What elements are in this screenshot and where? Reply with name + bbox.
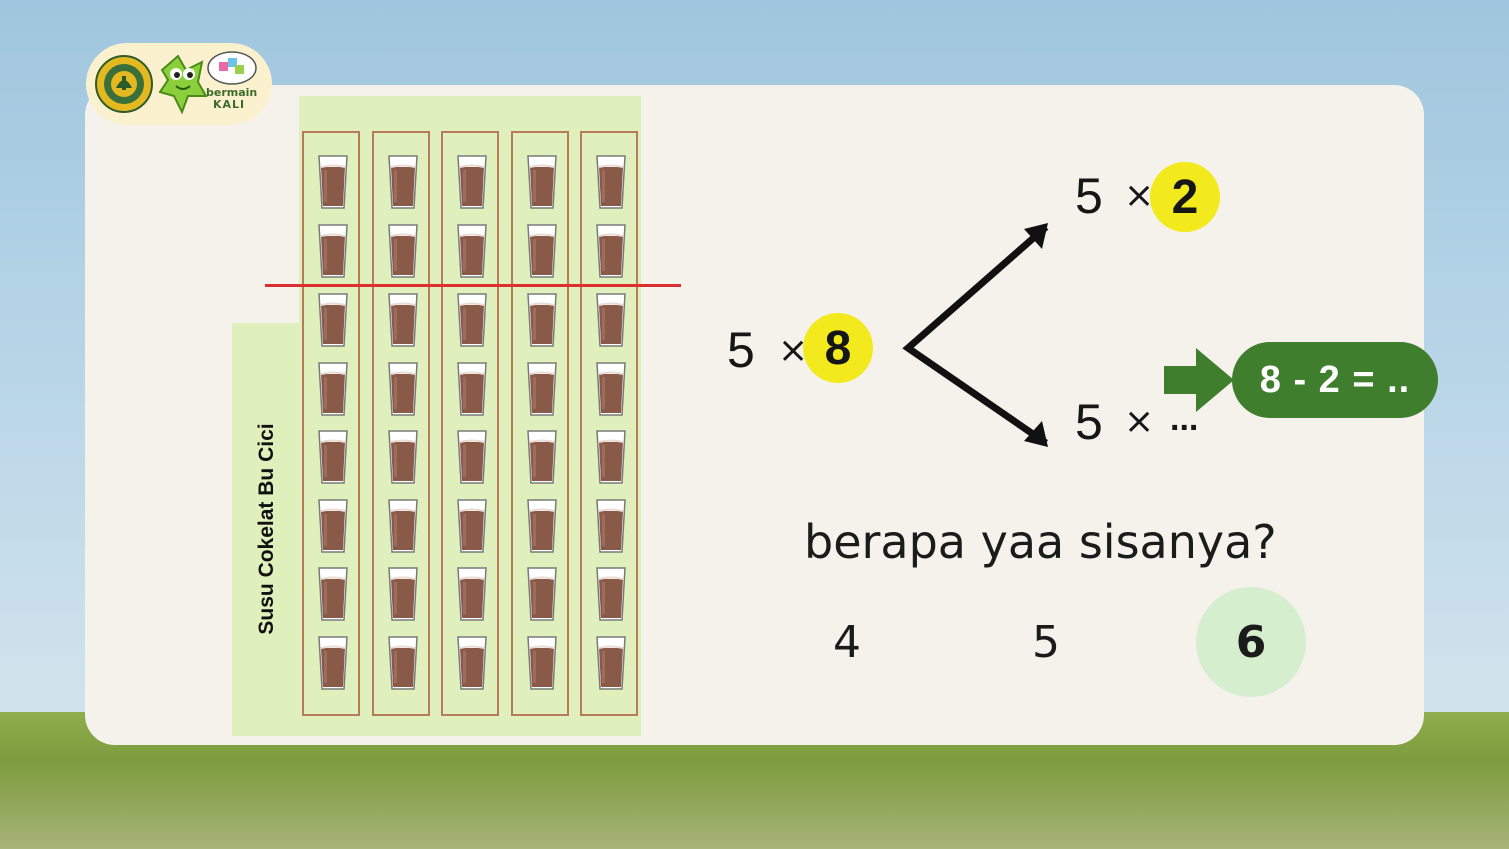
milk-glass-icon (386, 222, 420, 280)
milk-glass-icon (316, 222, 350, 280)
milk-glass-icon (316, 497, 350, 555)
milk-glass-icon (455, 497, 489, 555)
milk-glass-icon (455, 222, 489, 280)
milk-glass-icon (525, 497, 559, 555)
milk-glass-icon (594, 497, 628, 555)
milk-glass-icon (316, 428, 350, 486)
glass-column (580, 131, 638, 716)
milk-glass-icon (316, 634, 350, 692)
milk-glass-icon (594, 360, 628, 418)
glass-column (511, 131, 569, 716)
choice-option-a[interactable]: 4 (833, 616, 861, 668)
milk-glass-icon (316, 565, 350, 623)
bottom-factor-blank: ... (1170, 400, 1199, 438)
milk-glass-icon (594, 291, 628, 349)
milk-glass-icon (525, 565, 559, 623)
milk-glass-icon (316, 360, 350, 418)
milk-glass-icon (455, 565, 489, 623)
top-base: 5 (1075, 168, 1103, 224)
milk-glass-icon (386, 497, 420, 555)
milk-glass-icon (594, 565, 628, 623)
milk-glass-icon (386, 565, 420, 623)
mascot-icon (158, 54, 208, 115)
panel-label: Susu Cokelat Bu Cici (255, 423, 278, 635)
choice-option-b[interactable]: 5 (1032, 616, 1060, 668)
milk-glass-icon (525, 222, 559, 280)
milk-glass-icon (525, 428, 559, 486)
milk-glass-icon (386, 634, 420, 692)
milk-glass-icon (594, 634, 628, 692)
left-factor-highlight: 8 (803, 313, 873, 383)
milk-glass-icon (525, 360, 559, 418)
branch-arrows-icon (902, 223, 1049, 447)
panel-label-wrap: Susu Cokelat Bu Cici (232, 323, 302, 736)
panel-top-strip (299, 96, 641, 130)
milk-glass-icon (386, 291, 420, 349)
milk-glass-icon (386, 428, 420, 486)
milk-glass-icon (316, 291, 350, 349)
milk-glass-icon (525, 634, 559, 692)
bottom-base: 5 (1075, 394, 1103, 450)
bottom-times-sign: × (1124, 401, 1155, 442)
milk-glass-icon (594, 428, 628, 486)
thought-cloud-icon (207, 51, 257, 85)
milk-glass-icon (525, 153, 559, 211)
right-arrow-icon (1164, 348, 1234, 412)
glass-column (441, 131, 499, 716)
milk-glass-icon (455, 153, 489, 211)
milk-glass-icon (525, 291, 559, 349)
brand-name-bottom: KALI (213, 98, 246, 111)
milk-glass-icon (455, 634, 489, 692)
split-line (265, 284, 681, 287)
ministry-emblem-icon (95, 55, 153, 113)
milk-glass-icon (455, 360, 489, 418)
left-base: 5 (727, 322, 755, 378)
milk-glass-icon (316, 153, 350, 211)
top-factor-highlight: 2 (1150, 162, 1220, 232)
milk-glass-icon (455, 428, 489, 486)
glass-column (372, 131, 430, 716)
milk-glass-icon (386, 360, 420, 418)
hint-pill: 8 - 2 = .. (1232, 342, 1438, 418)
glass-column (302, 131, 360, 716)
milk-glass-icon (386, 153, 420, 211)
brand-name-top: bermain (206, 86, 258, 99)
milk-glass-icon (594, 222, 628, 280)
panel-side-strip (232, 323, 302, 736)
choice-option-c-selected[interactable]: 6 (1196, 587, 1306, 697)
milk-glass-icon (455, 291, 489, 349)
top-times-sign: × (1124, 175, 1155, 216)
milk-glass-icon (594, 153, 628, 211)
question-text: berapa yaa sisanya? (804, 515, 1277, 569)
